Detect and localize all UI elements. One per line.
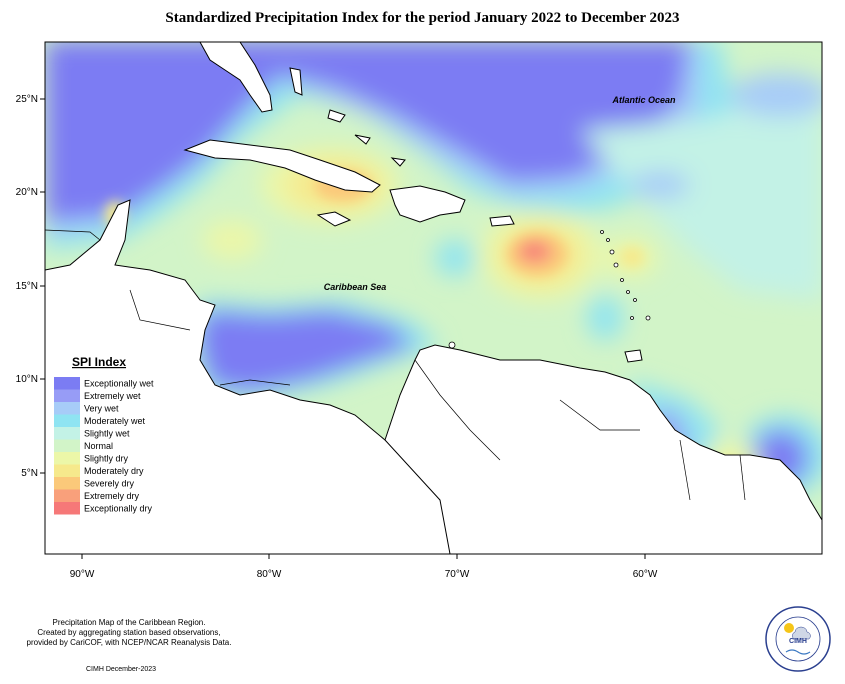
legend-swatch <box>54 427 80 440</box>
legend-label: Very wet <box>84 404 119 414</box>
legend-title: SPI Index <box>72 355 126 369</box>
lat-label: 10°N <box>16 374 38 385</box>
sun-icon <box>784 623 794 633</box>
borders <box>45 229 746 501</box>
lon-label: 90°W <box>70 569 95 580</box>
lon-label: 60°W <box>633 569 658 580</box>
map-frame <box>44 41 823 555</box>
land <box>45 42 822 554</box>
issue-date: CIMH December-2023 <box>86 666 157 673</box>
logo-abbr: CIMH <box>789 638 807 645</box>
legend: SPI Index Exceptionally wet Extremely wet… <box>54 355 154 515</box>
legend-swatch <box>54 402 80 415</box>
credit-line: provided by CariCOF, with NCEP/NCAR Rean… <box>26 638 232 647</box>
legend-label: Exceptionally wet <box>84 379 154 389</box>
credits: Precipitation Map of the Caribbean Regio… <box>4 618 254 648</box>
wave-icon <box>785 649 811 655</box>
lat-label: 25°N <box>16 94 38 105</box>
lat-label: 20°N <box>16 187 38 198</box>
lon-label: 70°W <box>445 569 470 580</box>
legend-swatch <box>54 477 80 490</box>
legend-swatch <box>54 502 80 515</box>
lat-label: 15°N <box>16 281 38 292</box>
legend-swatch <box>54 439 80 452</box>
legend-label: Extremely wet <box>84 391 141 401</box>
place-label-atlantic: Atlantic Ocean <box>611 95 676 105</box>
credit-line: Precipitation Map of the Caribbean Regio… <box>52 618 206 627</box>
lon-label: 80°W <box>257 569 282 580</box>
spi-field <box>45 42 822 554</box>
legend-swatch <box>54 389 80 402</box>
lat-label: 5°N <box>21 468 38 479</box>
cimh-logo: CIMH <box>765 606 831 672</box>
map-title: Standardized Precipitation Index for the… <box>165 10 680 26</box>
legend-label: Slightly wet <box>84 429 130 439</box>
legend-label: Slightly dry <box>84 454 129 464</box>
legend-label: Severely dry <box>84 479 135 489</box>
axis-ticks <box>40 98 646 559</box>
legend-swatch <box>54 489 80 502</box>
legend-label: Exceptionally dry <box>84 504 153 514</box>
lesser-antilles <box>448 230 651 349</box>
legend-swatch <box>54 377 80 390</box>
legend-swatch <box>54 464 80 477</box>
legend-swatch <box>54 452 80 465</box>
credit-line: Created by aggregating station based obs… <box>37 628 221 637</box>
cloud-icon <box>792 626 811 640</box>
place-label-caribbean: Caribbean Sea <box>324 282 387 292</box>
legend-label: Normal <box>84 441 113 451</box>
legend-label: Moderately dry <box>84 466 144 476</box>
legend-swatch <box>54 414 80 427</box>
legend-label: Moderately wet <box>84 416 146 426</box>
legend-label: Extremely dry <box>84 491 140 501</box>
